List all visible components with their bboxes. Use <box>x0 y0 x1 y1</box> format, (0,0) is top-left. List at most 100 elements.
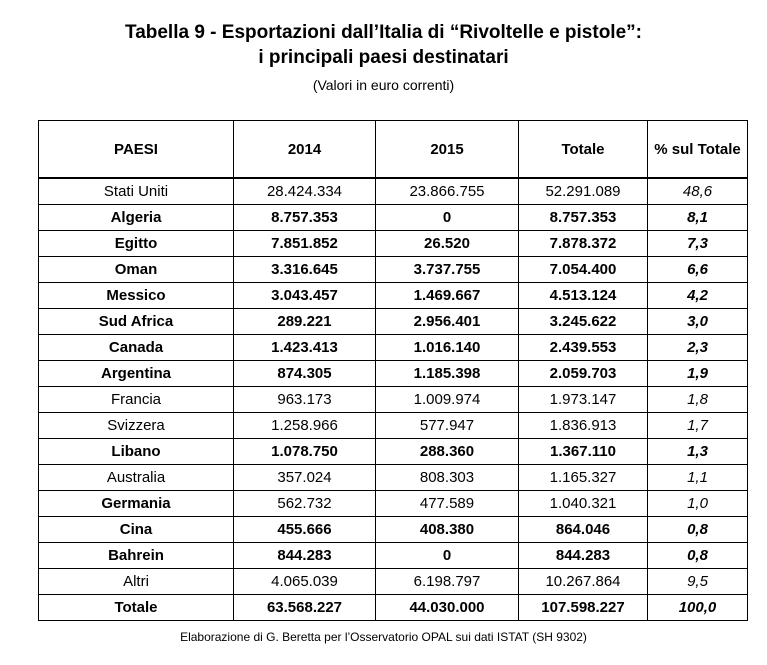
cell-pct: 8,1 <box>647 204 748 231</box>
cell-pct: 1,9 <box>647 360 748 387</box>
cell-2015: 1.185.398 <box>375 360 519 387</box>
cell-2015: 1.009.974 <box>375 386 519 413</box>
cell-totale: 2.059.703 <box>518 360 648 387</box>
cell-totale: 2.439.553 <box>518 334 648 361</box>
cell-totale: 1.836.913 <box>518 412 648 439</box>
cell-2014: 289.221 <box>233 308 376 335</box>
cell-pct: 3,0 <box>647 308 748 335</box>
table-title-line-2: i principali paesi destinatari <box>258 47 509 68</box>
cell-paese: Argentina <box>38 360 234 387</box>
table-row: Algeria 8.757.353 0 8.757.353 8,1 <box>38 204 748 231</box>
column-header-paesi: PAESI <box>38 120 234 179</box>
cell-pct: 6,6 <box>647 256 748 283</box>
column-header-2014: 2014 <box>233 120 376 179</box>
cell-2014: 7.851.852 <box>233 230 376 257</box>
cell-paese: Libano <box>38 438 234 465</box>
cell-2014: 1.423.413 <box>233 334 376 361</box>
cell-pct: 1,1 <box>647 464 748 491</box>
table-row: Stati Uniti 28.424.334 23.866.755 52.291.08… <box>38 177 748 205</box>
cell-totale: 8.757.353 <box>518 204 648 231</box>
cell-2015: 23.866.755 <box>375 177 519 205</box>
total-cell-paese: Totale <box>38 594 234 621</box>
total-cell-totale: 107.598.227 <box>518 594 648 621</box>
cell-totale: 10.267.864 <box>518 568 648 595</box>
cell-paese: Francia <box>38 386 234 413</box>
table-row: Australia 357.024 808.303 1.165.327 1,1 <box>38 464 748 491</box>
table-row: Argentina 874.305 1.185.398 2.059.703 1,9 <box>38 360 748 387</box>
cell-totale: 3.245.622 <box>518 308 648 335</box>
cell-paese: Australia <box>38 464 234 491</box>
cell-pct: 1,0 <box>647 490 748 517</box>
cell-totale: 1.367.110 <box>518 438 648 465</box>
column-header-2015: 2015 <box>375 120 519 179</box>
cell-2014: 562.732 <box>233 490 376 517</box>
total-cell-2015: 44.030.000 <box>375 594 519 621</box>
table-body: Stati Uniti 28.424.334 23.866.755 52.291.08… <box>38 177 748 621</box>
exports-table: PAESI 2014 2015 Totale % sul Totale Stat… <box>38 120 748 621</box>
cell-totale: 1.973.147 <box>518 386 648 413</box>
cell-2014: 3.043.457 <box>233 282 376 309</box>
table-row: Egitto 7.851.852 26.520 7.878.372 7,3 <box>38 230 748 257</box>
cell-totale: 52.291.089 <box>518 177 648 205</box>
cell-pct: 7,3 <box>647 230 748 257</box>
cell-paese: Oman <box>38 256 234 283</box>
cell-2015: 0 <box>375 204 519 231</box>
cell-paese: Germania <box>38 490 234 517</box>
cell-2014: 874.305 <box>233 360 376 387</box>
cell-2014: 1.078.750 <box>233 438 376 465</box>
total-cell-pct: 100,0 <box>647 594 748 621</box>
table-row: Svizzera 1.258.966 577.947 1.836.913 1,7 <box>38 412 748 439</box>
cell-paese: Egitto <box>38 230 234 257</box>
table-subtitle: (Valori in euro correnti) <box>312 77 455 93</box>
column-header-pct: % sul Totale <box>647 120 748 179</box>
cell-paese: Canada <box>38 334 234 361</box>
cell-2014: 455.666 <box>233 516 376 543</box>
cell-paese: Bahrein <box>38 542 234 569</box>
total-row: Totale 63.568.227 44.030.000 107.598.227 100… <box>38 594 748 621</box>
table-row: Altri 4.065.039 6.198.797 10.267.864 9,5 <box>38 568 748 595</box>
cell-2015: 6.198.797 <box>375 568 519 595</box>
cell-2015: 477.589 <box>375 490 519 517</box>
cell-paese: Cina <box>38 516 234 543</box>
cell-totale: 864.046 <box>518 516 648 543</box>
cell-paese: Algeria <box>38 204 234 231</box>
cell-totale: 7.878.372 <box>518 230 648 257</box>
cell-totale: 4.513.124 <box>518 282 648 309</box>
table-row: Sud Africa 289.221 2.956.401 3.245.622 3,0 <box>38 308 748 335</box>
cell-2014: 4.065.039 <box>233 568 376 595</box>
cell-pct: 4,2 <box>647 282 748 309</box>
cell-totale: 844.283 <box>518 542 648 569</box>
cell-2014: 1.258.966 <box>233 412 376 439</box>
cell-paese: Altri <box>38 568 234 595</box>
cell-totale: 1.165.327 <box>518 464 648 491</box>
table-row: Francia 963.173 1.009.974 1.973.147 1,8 <box>38 386 748 413</box>
cell-pct: 1,8 <box>647 386 748 413</box>
cell-2015: 26.520 <box>375 230 519 257</box>
cell-2015: 0 <box>375 542 519 569</box>
cell-2015: 2.956.401 <box>375 308 519 335</box>
table-row: Oman 3.316.645 3.737.755 7.054.400 6,6 <box>38 256 748 283</box>
table-row: Messico 3.043.457 1.469.667 4.513.124 4,2 <box>38 282 748 309</box>
cell-paese: Sud Africa <box>38 308 234 335</box>
cell-2015: 1.016.140 <box>375 334 519 361</box>
table-row: Germania 562.732 477.589 1.040.321 1,0 <box>38 490 748 517</box>
table-title-line-1: Tabella 9 - Esportazioni dall’Italia di … <box>125 22 642 43</box>
cell-paese: Svizzera <box>38 412 234 439</box>
cell-paese: Stati Uniti <box>38 177 234 205</box>
table-row: Canada 1.423.413 1.016.140 2.439.553 2,3 <box>38 334 748 361</box>
cell-totale: 1.040.321 <box>518 490 648 517</box>
cell-2014: 28.424.334 <box>233 177 376 205</box>
cell-2015: 1.469.667 <box>375 282 519 309</box>
cell-2014: 8.757.353 <box>233 204 376 231</box>
cell-totale: 7.054.400 <box>518 256 648 283</box>
cell-pct: 9,5 <box>647 568 748 595</box>
source-footer: Elaborazione di G. Beretta per l’Osserva… <box>180 630 587 644</box>
cell-2015: 288.360 <box>375 438 519 465</box>
cell-2015: 3.737.755 <box>375 256 519 283</box>
cell-pct: 2,3 <box>647 334 748 361</box>
cell-2015: 408.380 <box>375 516 519 543</box>
cell-2015: 808.303 <box>375 464 519 491</box>
cell-2014: 844.283 <box>233 542 376 569</box>
cell-2015: 577.947 <box>375 412 519 439</box>
